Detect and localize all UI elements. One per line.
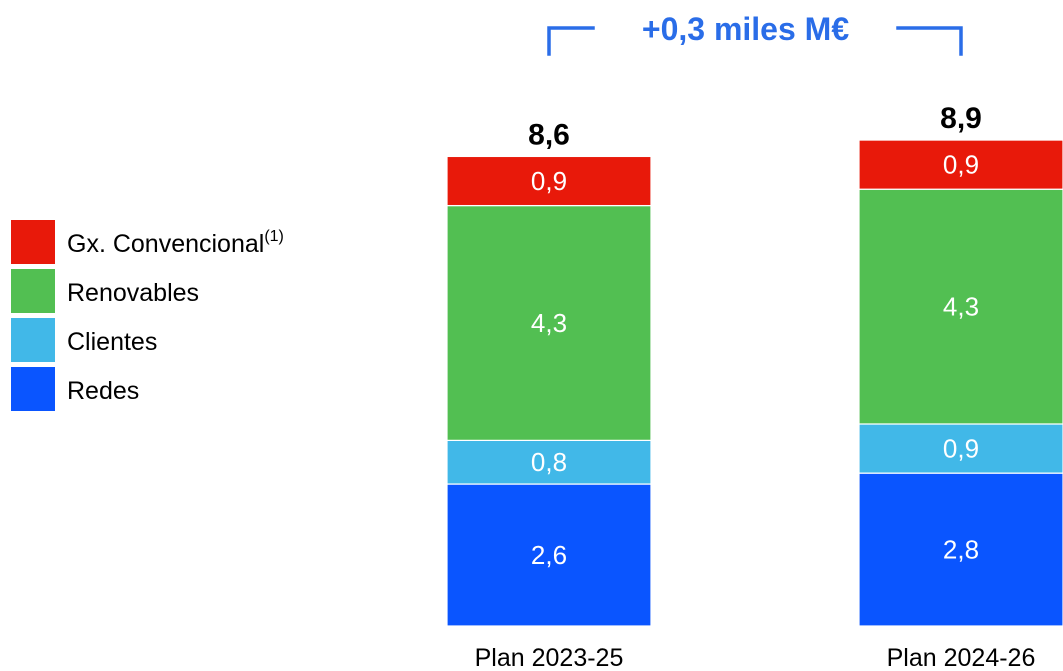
bar-total-label: 8,9 [940, 102, 982, 135]
legend: Gx. Convencional(1) Renovables Clientes Red… [11, 220, 284, 411]
bar-segment-gx-convencional [858, 139, 1063, 190]
segment-value-label: 0,9 [531, 166, 567, 196]
legend-label: Redes [67, 377, 139, 405]
delta-bracket-line [547, 26, 963, 56]
legend-footnote-marker: (1) [264, 228, 284, 245]
bar-segment-gx-convencional [446, 155, 652, 207]
legend-label: Renovables [67, 279, 199, 307]
segment-value-label: 0,9 [943, 150, 979, 180]
bars: 2,6 0,8 4,3 0,9 8,6 Plan 2023-25 2,8 0,9 4,3 0,9 8… [446, 102, 1063, 671]
bar-segment-renovables [446, 204, 652, 441]
segment-value-label: 2,8 [943, 535, 979, 565]
legend-item-clientes: Clientes [11, 318, 157, 362]
bar-total-label: 8,6 [528, 118, 570, 151]
legend-swatch [11, 269, 55, 313]
delta-bracket: +0,3 miles M€ [547, 11, 963, 56]
legend-swatch [11, 318, 55, 362]
category-label: Plan 2024-26 [887, 644, 1036, 671]
segment-value-label: 2,6 [531, 540, 567, 570]
legend-label: Gx. Convencional(1) [67, 228, 284, 258]
legend-item-redes: Redes [11, 367, 139, 411]
bar-stack-plan-2023-25: 2,6 0,8 4,3 0,9 8,6 Plan 2023-25 [446, 118, 652, 671]
bar-segment-renovables [858, 188, 1063, 425]
segment-value-label: 0,8 [531, 447, 567, 477]
delta-label: +0,3 miles M€ [642, 11, 849, 47]
segment-value-label: 4,3 [531, 308, 567, 338]
legend-swatch [11, 367, 55, 411]
legend-swatch [11, 220, 55, 264]
bar-segment-redes [446, 483, 652, 627]
bar-stack-plan-2024-26: 2,8 0,9 4,3 0,9 8,9 Plan 2024-26 [858, 102, 1063, 671]
legend-item-gx-convencional: Gx. Convencional(1) [11, 220, 284, 264]
bar-segment-clientes [858, 423, 1063, 474]
legend-label: Clientes [67, 328, 157, 356]
segment-value-label: 4,3 [943, 292, 979, 322]
legend-item-renovables: Renovables [11, 269, 199, 313]
category-label: Plan 2023-25 [475, 644, 624, 671]
segment-value-label: 0,9 [943, 434, 979, 464]
